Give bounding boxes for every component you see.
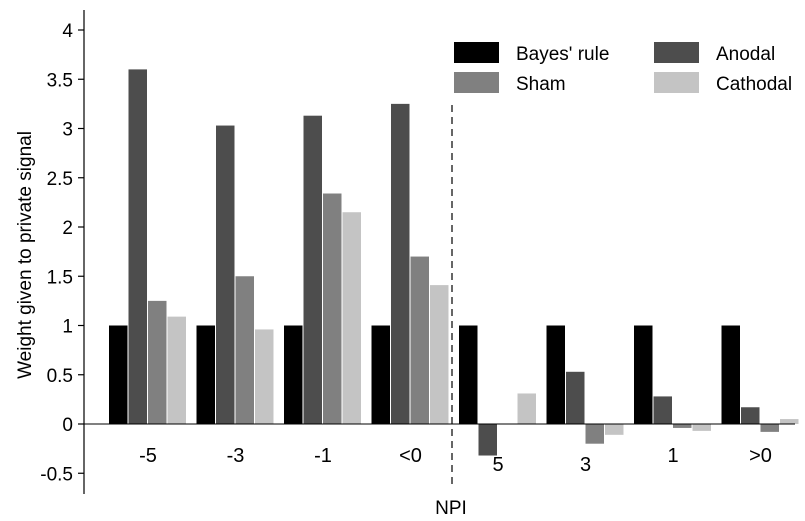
bar-bayes-rule-0 — [109, 325, 128, 424]
bar-sham-2 — [323, 193, 342, 424]
category-label: -5 — [139, 445, 157, 467]
bar-cathodal-0 — [167, 316, 186, 424]
bar-bayes-rule-2 — [284, 325, 303, 424]
bar-bayes-rule-5 — [546, 325, 565, 424]
bar-anodal-5 — [566, 371, 585, 424]
bar-cathodal-4 — [517, 393, 536, 424]
bar-sham-3 — [410, 256, 429, 424]
bar-anodal-3 — [391, 103, 410, 424]
bar-cathodal-3 — [430, 285, 449, 424]
y-tick-label: 0.5 — [47, 366, 73, 387]
y-tick-label: 1.5 — [47, 267, 73, 288]
bar-sham-1 — [235, 276, 254, 424]
y-tick-label: 2 — [62, 218, 73, 239]
bar-anodal-4 — [478, 424, 497, 456]
category-labels: -5 -3 -1 <0 5 3 1 >0 — [139, 445, 772, 476]
y-tick-label: 1 — [62, 317, 73, 338]
y-tick-label: -0.5 — [40, 464, 73, 485]
legend-label-anodal: Anodal — [716, 44, 775, 65]
legend-swatch-anodal — [654, 42, 699, 63]
category-label: -1 — [314, 445, 332, 467]
bar-anodal-6 — [653, 396, 672, 424]
legend-swatch-sham — [454, 72, 499, 93]
category-label: -3 — [227, 445, 245, 467]
bar-cathodal-5 — [605, 424, 624, 435]
category-label: >0 — [749, 445, 772, 467]
category-label: 1 — [667, 445, 678, 467]
x-axis-title: NPI — [435, 498, 467, 519]
y-axis-title: Weight given to private signal — [15, 131, 36, 379]
legend: Bayes' rule Anodal Sham Cathodal — [454, 42, 792, 95]
bar-anodal-0 — [128, 69, 147, 425]
bar-sham-7 — [760, 424, 779, 432]
category-label: 5 — [492, 454, 503, 476]
bar-sham-0 — [148, 300, 167, 424]
y-tick-label: 3.5 — [47, 70, 73, 91]
bar-bayes-rule-7 — [721, 325, 740, 424]
legend-label-bayes-rule: Bayes' rule — [516, 44, 609, 65]
legend-swatch-bayes-rule — [454, 42, 499, 63]
bar-cathodal-2 — [342, 212, 361, 424]
category-label: 3 — [580, 454, 591, 476]
bar-anodal-1 — [216, 125, 235, 425]
bar-cathodal-1 — [255, 329, 274, 424]
y-tick-label: 0 — [62, 415, 73, 436]
bar-sham-6 — [673, 424, 692, 428]
y-axis-ticks: -0.5 0 0.5 1 1.5 2 2.5 3 3.5 4 — [40, 21, 84, 485]
bars — [109, 69, 799, 456]
y-tick-label: 2.5 — [47, 169, 73, 190]
bar-bayes-rule-1 — [196, 325, 215, 424]
bar-anodal-2 — [303, 115, 322, 424]
bar-cathodal-7 — [780, 419, 799, 424]
category-label: <0 — [399, 445, 422, 467]
legend-swatch-cathodal — [654, 72, 699, 93]
legend-label-sham: Sham — [516, 74, 566, 95]
bar-anodal-7 — [741, 407, 760, 424]
bar-bayes-rule-3 — [371, 325, 390, 424]
y-tick-label: 3 — [62, 120, 73, 141]
bar-bayes-rule-4 — [459, 325, 478, 424]
bar-sham-5 — [585, 424, 604, 444]
legend-label-cathodal: Cathodal — [716, 74, 792, 95]
y-tick-label: 4 — [62, 21, 73, 42]
bar-bayes-rule-6 — [634, 325, 653, 424]
bar-cathodal-6 — [692, 424, 711, 431]
